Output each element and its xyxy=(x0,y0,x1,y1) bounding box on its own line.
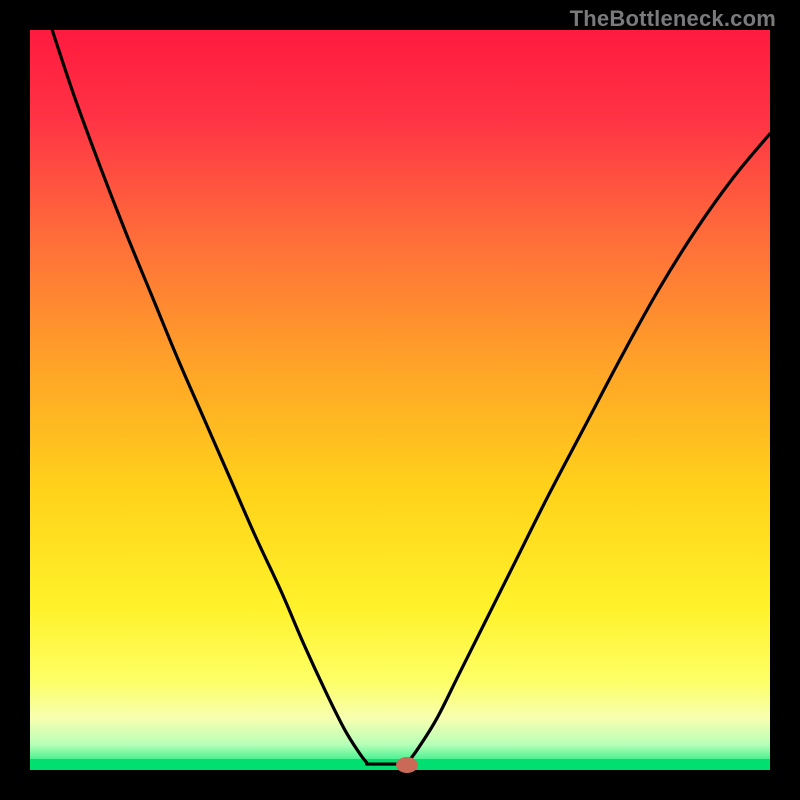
chart-root: TheBottleneck.com xyxy=(0,0,800,800)
optimal-point-marker xyxy=(396,757,418,773)
watermark-text: TheBottleneck.com xyxy=(570,6,776,32)
plot-frame xyxy=(30,30,770,770)
bottleneck-curve xyxy=(30,30,770,770)
